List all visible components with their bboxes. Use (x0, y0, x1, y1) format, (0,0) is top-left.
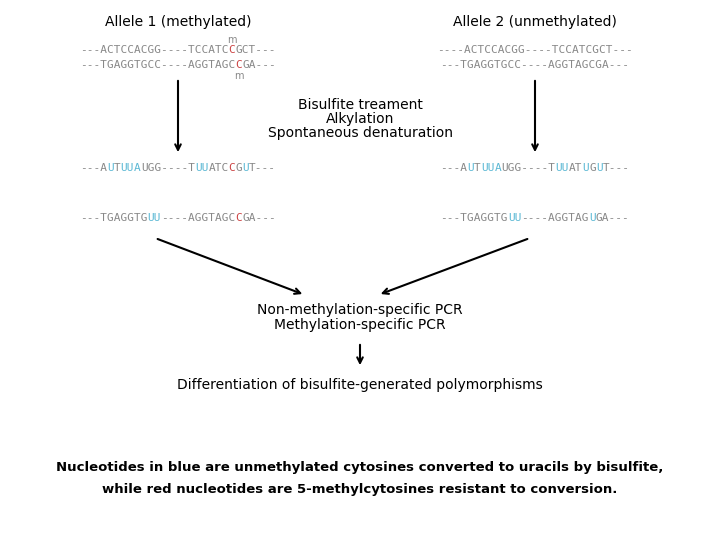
Text: GCT---: GCT--- (235, 45, 276, 55)
Text: UU: UU (555, 163, 569, 173)
Text: m: m (228, 35, 237, 45)
Text: C: C (229, 163, 235, 173)
Text: Methylation-specific PCR: Methylation-specific PCR (274, 318, 446, 332)
Text: ----AGGTAG: ----AGGTAG (521, 213, 589, 223)
Text: ---TGAGGTG: ---TGAGGTG (441, 213, 508, 223)
Text: Differentiation of bisulfite-generated polymorphisms: Differentiation of bisulfite-generated p… (177, 378, 543, 392)
Text: ---TGAGGTG: ---TGAGGTG (80, 213, 148, 223)
Text: UU: UU (195, 163, 208, 173)
Text: G: G (235, 163, 242, 173)
Text: Alkylation: Alkylation (326, 112, 394, 126)
Text: UU: UU (121, 163, 134, 173)
Text: T---: T--- (603, 163, 629, 173)
Text: T---: T--- (249, 163, 276, 173)
Text: ---TGAGGTGCC----AGGTAGCGA---: ---TGAGGTGCC----AGGTAGCGA--- (441, 60, 629, 70)
Text: A: A (134, 163, 141, 173)
Text: G: G (589, 163, 595, 173)
Text: C: C (235, 60, 242, 70)
Text: ---ACTCCACGG----TCCATC: ---ACTCCACGG----TCCATC (80, 45, 229, 55)
Text: Non-methylation-specific PCR: Non-methylation-specific PCR (257, 303, 463, 317)
Text: U: U (467, 163, 474, 173)
Text: ATC: ATC (208, 163, 229, 173)
Text: while red nucleotides are 5-methylcytosines resistant to conversion.: while red nucleotides are 5-methylcytosi… (102, 483, 618, 496)
Text: U: U (582, 163, 589, 173)
Text: ---A: ---A (80, 163, 107, 173)
Text: Nucleotides in blue are unmethylated cytosines converted to uracils by bisulfite: Nucleotides in blue are unmethylated cyt… (56, 462, 664, 475)
Text: U: U (589, 213, 595, 223)
Text: GA---: GA--- (242, 60, 276, 70)
Text: m: m (234, 71, 243, 81)
Text: UGG----T: UGG----T (501, 163, 555, 173)
Text: GA---: GA--- (242, 213, 276, 223)
Text: U: U (242, 163, 249, 173)
Text: UU: UU (481, 163, 495, 173)
Text: T: T (474, 163, 481, 173)
Text: GA---: GA--- (595, 213, 629, 223)
Text: UU: UU (508, 213, 521, 223)
Text: Allele 1 (methylated): Allele 1 (methylated) (104, 15, 251, 29)
Text: C: C (229, 45, 235, 55)
Text: ----AGGTAGC: ----AGGTAGC (161, 213, 235, 223)
Text: Bisulfite treament: Bisulfite treament (297, 98, 423, 112)
Text: ---TGAGGTGCC----AGGTAGC: ---TGAGGTGCC----AGGTAGC (80, 60, 235, 70)
Text: U: U (107, 163, 114, 173)
Text: UU: UU (148, 213, 161, 223)
Text: U: U (595, 163, 603, 173)
Text: ----ACTCCACGG----TCCATCGCT---: ----ACTCCACGG----TCCATCGCT--- (437, 45, 633, 55)
Text: Allele 2 (unmethylated): Allele 2 (unmethylated) (453, 15, 617, 29)
Text: Spontaneous denaturation: Spontaneous denaturation (268, 126, 452, 140)
Text: A: A (495, 163, 501, 173)
Text: AT: AT (569, 163, 582, 173)
Text: ---A: ---A (441, 163, 467, 173)
Text: T: T (114, 163, 121, 173)
Text: C: C (235, 213, 242, 223)
Text: UGG----T: UGG----T (141, 163, 195, 173)
